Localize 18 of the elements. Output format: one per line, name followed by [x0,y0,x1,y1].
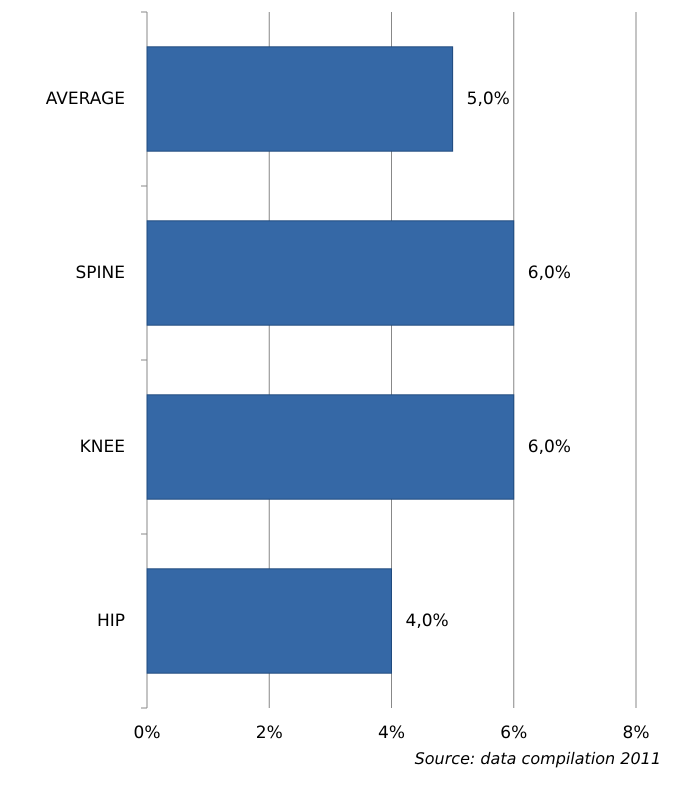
y-tick-label: KNEE [80,437,125,457]
bar [146,394,514,500]
bar [146,220,514,326]
y-tick-label: AVERAGE [46,89,125,109]
x-tick-label: 0% [134,723,160,743]
data-label: 6,0% [528,263,571,283]
x-tick-label: 2% [256,723,283,743]
y-tick-label: SPINE [75,263,125,283]
data-label: 6,0% [528,437,571,457]
data-label: 4,0% [406,611,449,631]
x-tick-label: 6% [500,723,528,743]
x-tick-label: 4% [378,723,405,743]
source-note: Source: data compilation 2011 [414,749,661,768]
bar [146,46,454,152]
x-tick-label: 8% [622,723,650,743]
bar [146,568,392,674]
y-tick-label: HIP [96,611,125,631]
data-label: 5,0% [466,89,510,109]
